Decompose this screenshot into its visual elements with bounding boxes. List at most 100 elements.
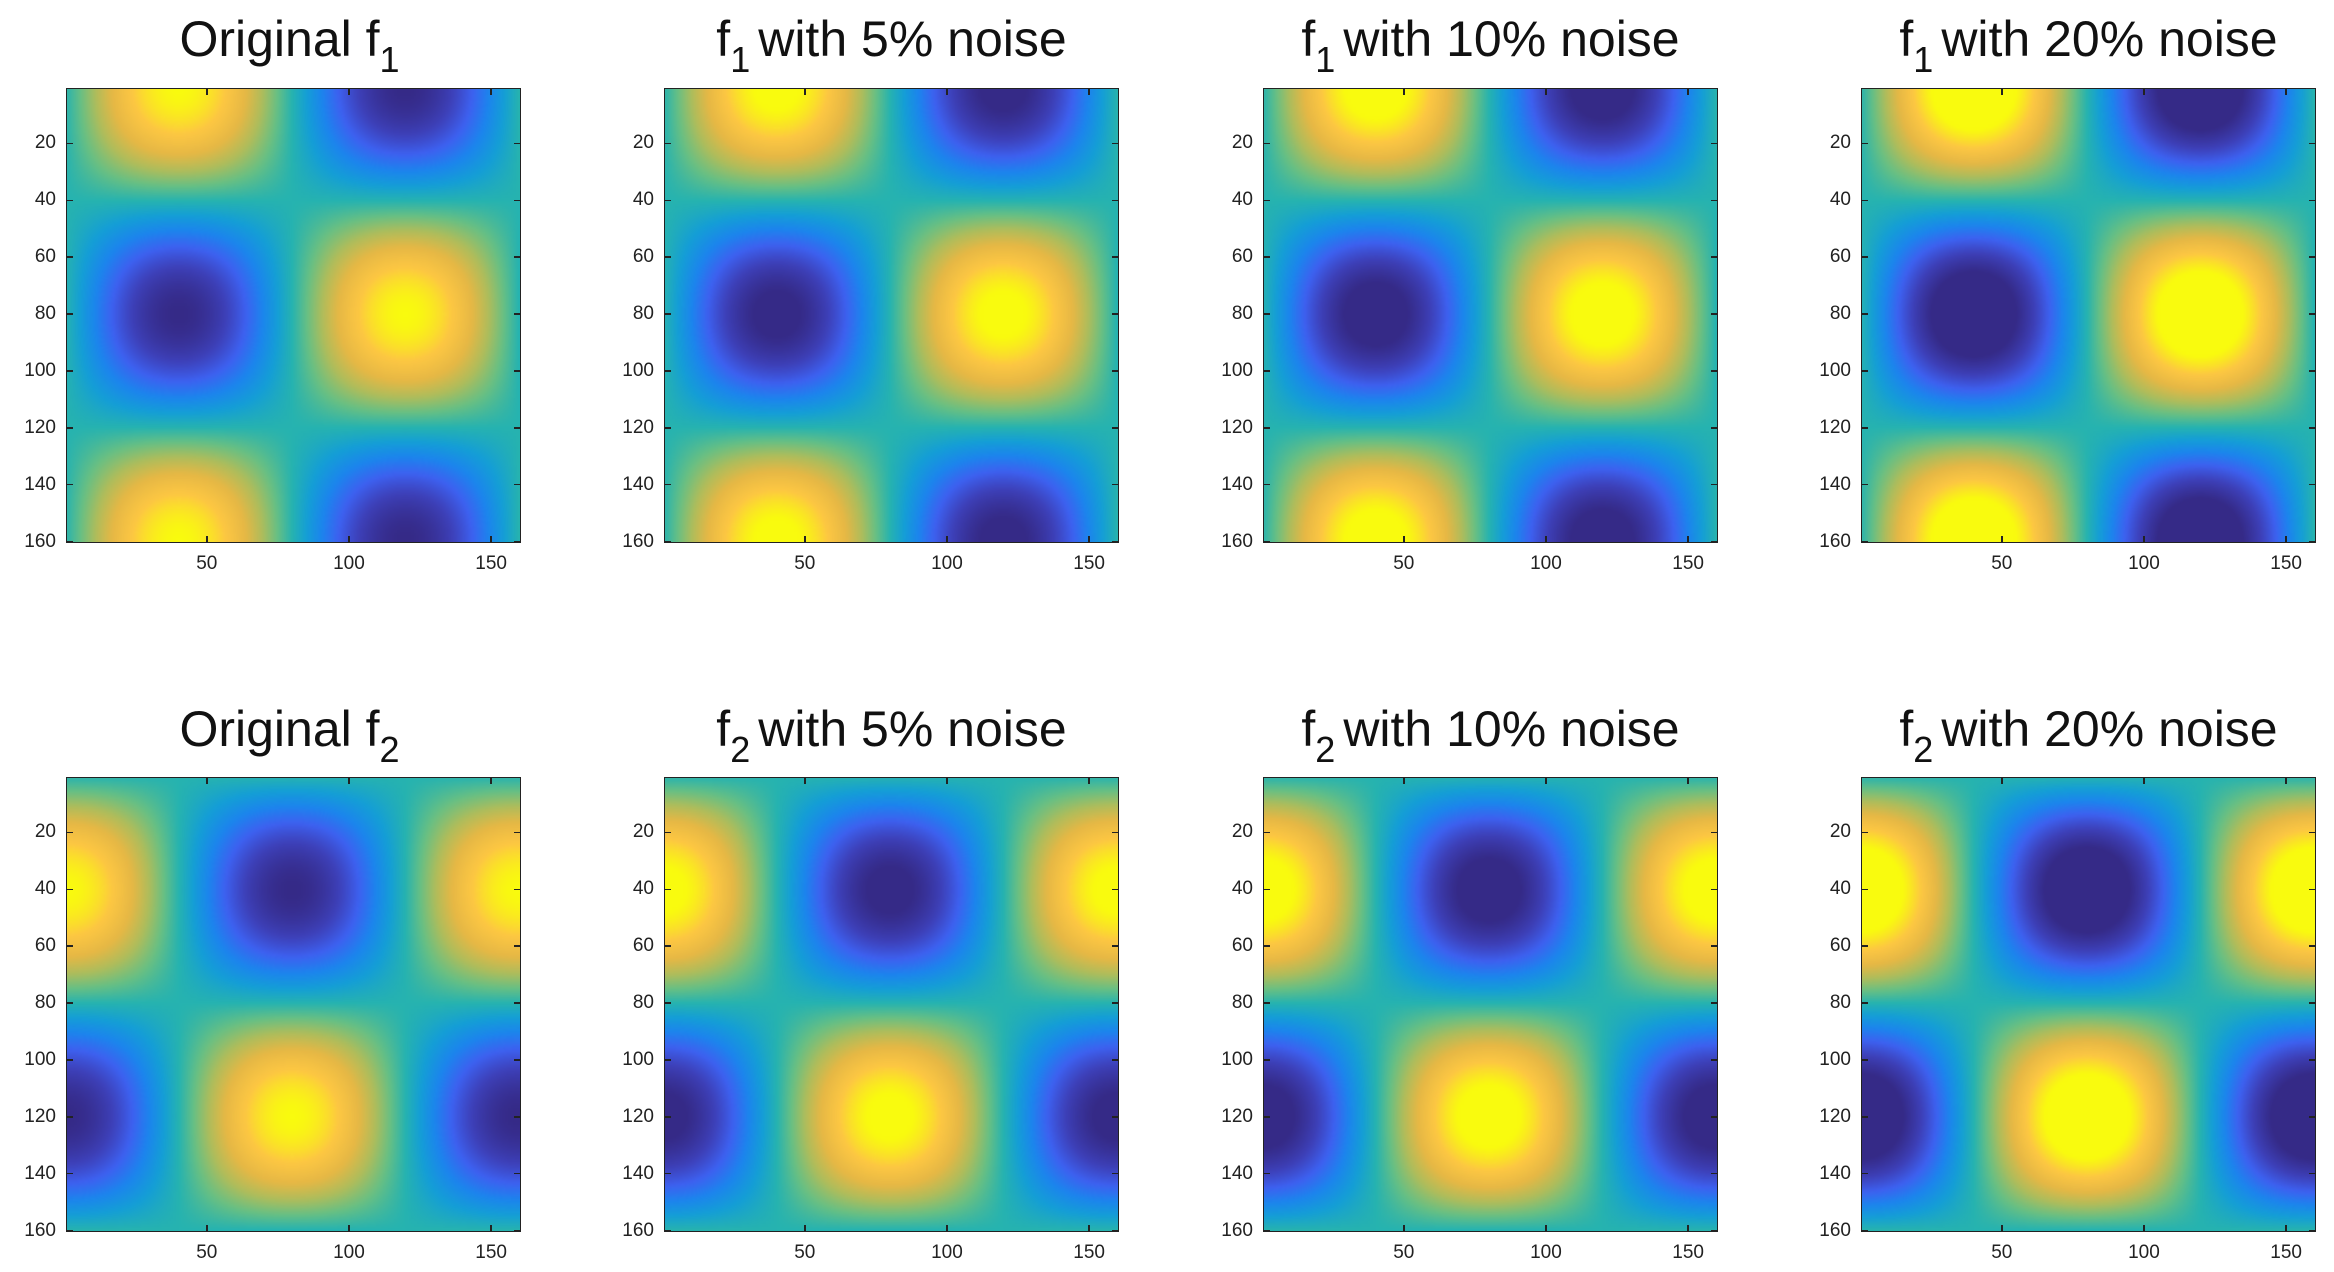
x-tick-mark-top <box>2143 777 2145 784</box>
y-tick-label: 60 <box>1231 246 1253 268</box>
panel-title: Original f2 <box>179 700 407 770</box>
x-tick-mark <box>946 1225 948 1232</box>
y-tick-mark <box>664 483 671 486</box>
x-tick-label: 150 <box>1672 553 1704 574</box>
y-tick-mark <box>66 1116 73 1118</box>
y-tick-label: 100 <box>24 1048 56 1070</box>
y-tick-label: 80 <box>34 992 56 1014</box>
y-tick-mark-right <box>2309 1116 2316 1118</box>
y-tick-label: 60 <box>632 246 654 268</box>
heatmap-image <box>665 778 1118 1231</box>
y-tick-label: 80 <box>632 303 654 325</box>
y-tick-mark-right <box>1112 945 1119 947</box>
y-tick-mark <box>664 199 671 202</box>
title-prefix: f <box>1899 11 1914 67</box>
x-tick-mark-top <box>804 88 806 95</box>
y-tick-label: 80 <box>1231 303 1253 325</box>
y-tick-mark <box>664 313 671 315</box>
y-tick-mark-right <box>1112 1002 1119 1004</box>
y-tick-label: 120 <box>1221 1105 1253 1127</box>
y-tick-label: 40 <box>1829 878 1851 900</box>
x-tick-label: 50 <box>1991 1242 2013 1263</box>
x-tick-mark-top <box>2285 777 2287 784</box>
panel-title: f2 with 5% noise <box>716 700 1067 770</box>
y-tick-label: 40 <box>1231 189 1253 211</box>
y-tick-label: 160 <box>1221 1219 1253 1241</box>
y-tick-label: 100 <box>1221 359 1253 381</box>
y-tick-label: 40 <box>632 189 654 211</box>
title-prefix: f <box>716 701 731 757</box>
y-tick-mark <box>1861 427 1868 429</box>
y-tick-label: 160 <box>1819 1219 1851 1241</box>
y-tick-mark-right <box>514 1116 521 1118</box>
x-tick-mark <box>2285 536 2287 543</box>
y-tick-mark-right <box>2309 945 2316 947</box>
title-suffix: with 10% noise <box>1343 11 1680 67</box>
y-tick-label: 80 <box>632 992 654 1014</box>
title-suffix: with 10% noise <box>1343 701 1680 757</box>
y-tick-mark <box>66 888 73 891</box>
heatmap-plot <box>664 88 1119 543</box>
y-tick-label: 40 <box>1231 878 1253 900</box>
y-tick-mark-right <box>514 199 521 202</box>
y-tick-mark-right <box>1711 1116 1718 1118</box>
x-tick-mark-top <box>490 777 492 784</box>
title-suffix: with 5% noise <box>758 701 1067 757</box>
y-tick-mark <box>664 1229 671 1232</box>
x-tick-label: 100 <box>333 553 365 574</box>
y-tick-mark-right <box>1112 1229 1119 1232</box>
x-tick-mark-top <box>1403 777 1405 784</box>
x-tick-label: 100 <box>1530 1242 1562 1263</box>
y-tick-mark <box>664 370 671 372</box>
y-tick-mark <box>1263 1116 1270 1118</box>
y-tick-mark-right <box>1711 256 1718 258</box>
y-tick-mark-right <box>1711 1002 1718 1004</box>
y-tick-label: 20 <box>1231 821 1253 843</box>
y-tick-label: 100 <box>622 359 654 381</box>
y-tick-mark-right <box>514 540 521 543</box>
y-tick-mark <box>66 256 73 258</box>
y-tick-label: 120 <box>1819 416 1851 438</box>
y-tick-mark-right <box>1711 888 1718 891</box>
y-tick-mark <box>1263 256 1270 258</box>
title-subscript: 2 <box>1315 729 1336 770</box>
y-tick-mark <box>1861 370 1868 372</box>
x-tick-mark-top <box>348 88 350 95</box>
y-tick-label: 20 <box>34 821 56 843</box>
x-tick-mark <box>490 536 492 543</box>
x-tick-label: 100 <box>2128 1242 2160 1263</box>
y-tick-mark-right <box>1711 483 1718 486</box>
y-tick-label: 80 <box>1231 992 1253 1014</box>
y-tick-label: 160 <box>24 1219 56 1241</box>
y-tick-mark <box>1263 1229 1270 1232</box>
y-tick-mark-right <box>1112 370 1119 372</box>
x-tick-mark <box>946 536 948 543</box>
x-tick-label: 150 <box>475 553 507 574</box>
y-tick-label: 20 <box>632 821 654 843</box>
y-tick-mark-right <box>1711 142 1718 145</box>
y-tick-mark <box>66 1172 73 1175</box>
x-tick-mark-top <box>2143 88 2145 95</box>
y-tick-mark <box>1263 1002 1270 1004</box>
y-tick-label: 20 <box>1829 821 1851 843</box>
y-tick-mark <box>1861 483 1868 486</box>
panel-title: f2 with 20% noise <box>1899 700 2277 770</box>
x-tick-label: 100 <box>2128 553 2160 574</box>
panel-title: Original f1 <box>179 10 407 80</box>
y-tick-mark-right <box>1112 313 1119 315</box>
y-tick-mark <box>1263 831 1270 834</box>
x-tick-mark-top <box>1088 777 1090 784</box>
y-tick-mark-right <box>514 1172 521 1175</box>
y-tick-mark <box>1861 540 1868 543</box>
y-tick-label: 140 <box>24 1162 56 1184</box>
y-tick-mark-right <box>1112 142 1119 145</box>
title-subscript: 2 <box>379 729 400 770</box>
y-tick-label: 100 <box>24 359 56 381</box>
y-tick-mark <box>66 831 73 834</box>
heatmap-image <box>665 89 1118 542</box>
x-tick-mark <box>1088 1225 1090 1232</box>
y-tick-mark-right <box>2309 1059 2316 1061</box>
y-tick-label: 120 <box>24 416 56 438</box>
y-tick-mark <box>66 370 73 372</box>
y-tick-mark <box>1263 370 1270 372</box>
